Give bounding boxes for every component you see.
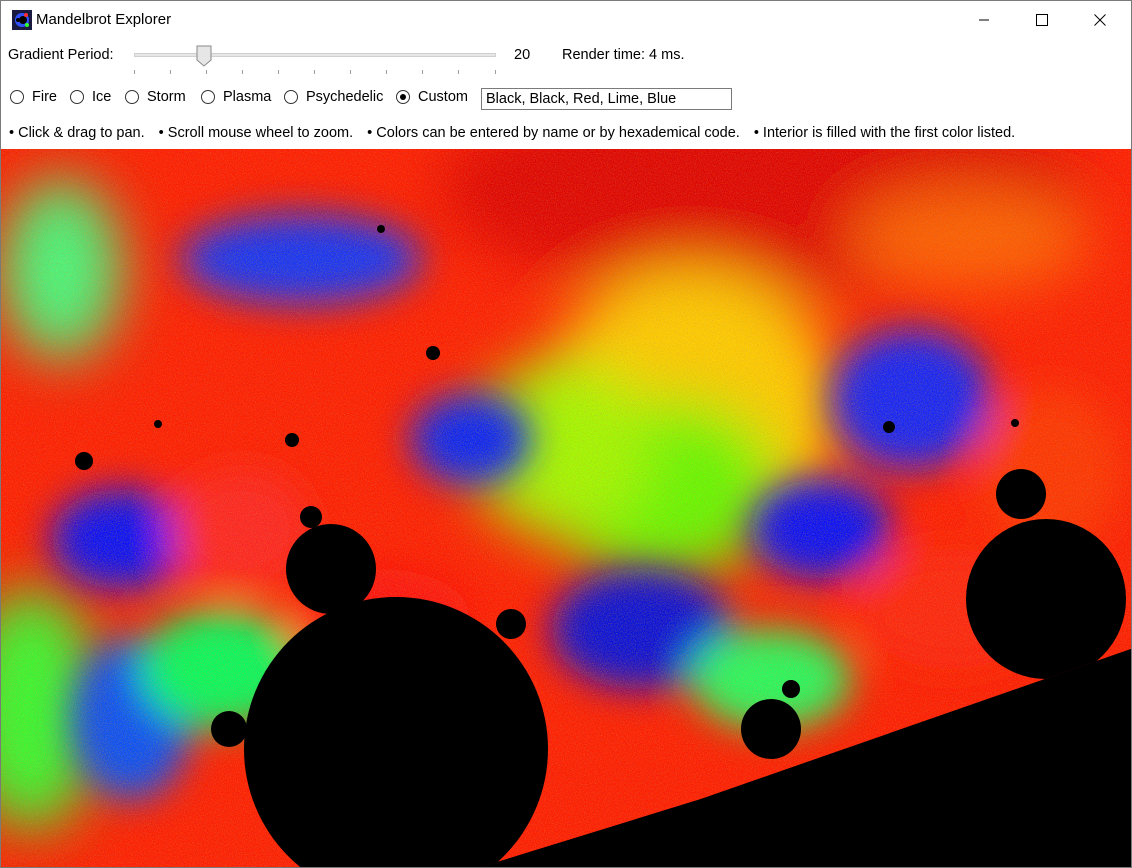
radio-ice[interactable] — [70, 90, 84, 104]
mandelbrot-app-icon — [12, 10, 32, 30]
slider-thumb[interactable] — [196, 45, 212, 67]
maximize-icon — [1036, 14, 1048, 26]
maximize-button[interactable] — [1013, 1, 1071, 39]
gradient-period-label: Gradient Period: — [8, 47, 114, 63]
hint-colors: • Colors can be entered by name or by he… — [367, 125, 740, 141]
radio-plasma[interactable] — [201, 90, 215, 104]
window-title: Mandelbrot Explorer — [36, 11, 172, 28]
minimize-button[interactable] — [955, 1, 1013, 39]
gradient-period-value: 20 — [514, 47, 531, 63]
close-icon — [1094, 14, 1106, 26]
radio-custom[interactable] — [396, 90, 410, 104]
hint-pan: • Click & drag to pan. — [9, 125, 145, 141]
custom-colors-input[interactable] — [481, 88, 732, 110]
fractal-canvas[interactable] — [1, 149, 1131, 867]
radio-psychedelic-label[interactable]: Psychedelic — [306, 89, 384, 105]
radio-storm[interactable] — [125, 90, 139, 104]
fractal-image — [1, 149, 1131, 867]
gradient-period-slider[interactable] — [134, 53, 496, 57]
radio-plasma-label[interactable]: Plasma — [223, 89, 272, 105]
radio-ice-label[interactable]: Ice — [92, 89, 112, 105]
radio-fire-label[interactable]: Fire — [32, 89, 57, 105]
hint-zoom: • Scroll mouse wheel to zoom. — [158, 125, 354, 141]
radio-storm-label[interactable]: Storm — [147, 89, 186, 105]
title-bar[interactable]: Mandelbrot Explorer — [1, 1, 1131, 39]
minimize-icon — [979, 19, 989, 21]
radio-custom-label[interactable]: Custom — [418, 89, 468, 105]
radio-fire[interactable] — [10, 90, 24, 104]
render-time-label: Render time: 4 ms. — [562, 47, 685, 63]
hint-interior: • Interior is filled with the first colo… — [753, 125, 1016, 141]
usage-hints: • Click & drag to pan. • Scroll mouse wh… — [9, 125, 1025, 141]
close-button[interactable] — [1071, 1, 1129, 39]
radio-psychedelic[interactable] — [284, 90, 298, 104]
